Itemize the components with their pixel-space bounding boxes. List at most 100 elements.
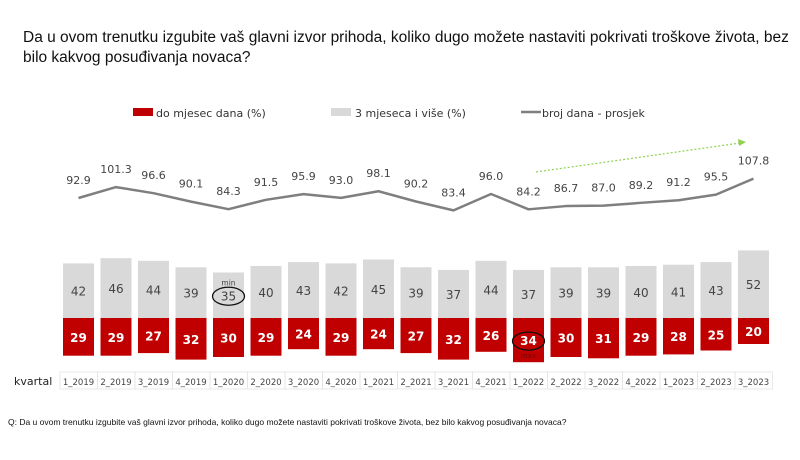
bar-label-gray: 39 [183, 287, 198, 301]
chart-title: Da u ovom trenutku izgubite vaš glavni i… [23, 29, 789, 66]
max-annotation-circle [511, 331, 546, 351]
line-point-label: 98.1 [366, 167, 391, 180]
bar-do-mjesec [325, 318, 357, 356]
bar-label-red: 28 [670, 330, 687, 344]
bar-label-red: 32 [183, 333, 200, 347]
bar-3-mjeseca [63, 263, 94, 318]
x-tick-label: 1_2021 [363, 378, 394, 388]
x-tick-label: 2_2023 [700, 378, 731, 388]
x-tick-label: 4_2020 [325, 378, 356, 388]
bar-do-mjesec [700, 318, 732, 351]
x-tick-label: 2_2022 [550, 378, 581, 388]
line-point-label: 93.0 [329, 174, 354, 187]
bar-do-mjesec [475, 318, 507, 352]
bar-3-mjeseca [138, 260, 169, 318]
line-point-label: 86.7 [554, 182, 579, 195]
bar-label-gray: 39 [596, 287, 611, 301]
line-point-label: 101.3 [100, 163, 132, 176]
bar-label-gray: 45 [371, 283, 386, 297]
bars: 42 29 46 29 44 27 39 32 35 30 40 29 43 24 42 29 45 24 39 27… [63, 250, 769, 363]
bar-do-mjesec [250, 318, 282, 356]
bar-label-gray: 44 [146, 283, 161, 297]
bar-label-gray: 37 [521, 288, 536, 302]
x-tick-cell [734, 371, 773, 390]
bar-3-mjeseca [100, 258, 132, 318]
line-point-label: 92.9 [66, 174, 91, 187]
x-tick-label: 1_2023 [663, 378, 694, 388]
bar-do-mjesec [213, 318, 244, 357]
bar-do-mjesec [663, 318, 694, 355]
bar-3-mjeseca [400, 267, 432, 318]
bar-label-gray: 35 [221, 289, 236, 303]
bar-label-gray: 43 [708, 284, 723, 298]
legend-label-red: do mjesec dana (%) [156, 107, 266, 120]
line-point-label: 90.2 [404, 178, 429, 191]
x-tick-label: 4_2022 [625, 378, 656, 388]
bar-label-gray: 41 [671, 285, 686, 299]
bar-3-mjeseca [663, 264, 694, 318]
bar-do-mjesec [625, 318, 657, 356]
x-tick-label: 2_2019 [100, 378, 131, 388]
bar-do-mjesec [588, 318, 619, 359]
line-point-label: 89.2 [629, 179, 654, 192]
bar-3-mjeseca [438, 269, 469, 318]
min-annotation-label: min [221, 278, 235, 287]
line-point-label: 84.3 [216, 185, 241, 198]
bar-label-red: 30 [220, 332, 237, 346]
trend-arrow [535, 139, 746, 173]
bar-do-mjesec [288, 318, 319, 350]
bar-label-red: 29 [333, 331, 350, 345]
bar-label-gray: 46 [108, 282, 123, 296]
x-tick-label: 1_2020 [213, 378, 244, 388]
bar-label-gray: 42 [333, 285, 348, 299]
line-point-label: 84.2 [516, 185, 541, 198]
bar-label-gray: 52 [746, 278, 761, 292]
legend-label-gray: 3 mjeseca i više (%) [355, 107, 466, 120]
line-point-label: 83.4 [441, 186, 466, 199]
bar-label-red: 26 [483, 329, 500, 343]
bar-label-gray: 39 [558, 287, 573, 301]
bar-do-mjesec [138, 318, 169, 354]
bar-3-mjeseca [250, 266, 282, 318]
line-point-label: 96.6 [141, 169, 166, 182]
line-point-label: 87.0 [591, 182, 616, 195]
line-point-label: 96.0 [479, 170, 504, 183]
line-point-label: 90.1 [179, 178, 204, 191]
bar-label-gray: 40 [258, 286, 273, 300]
x-tick-label: 1_2019 [63, 378, 94, 388]
line-point-label: 91.2 [666, 176, 691, 189]
bar-label-red: 29 [70, 331, 87, 345]
footnote: Q: Da u ovom trenutku izgubite vaš glavn… [8, 417, 567, 427]
bar-label-red: 30 [558, 332, 575, 346]
line-series: 92.9 101.3 96.6 90.1 84.3 91.5 95.9 93.0 98.1 90.… [66, 155, 769, 212]
bar-3-mjeseca [325, 263, 357, 318]
bar-label-red: 29 [258, 331, 275, 345]
bar-label-red: 34 [520, 334, 537, 348]
bar-3-mjeseca [625, 266, 657, 318]
bar-label-red: 27 [145, 330, 162, 344]
x-tick-label: 2_2021 [400, 378, 431, 388]
bar-label-gray: 40 [633, 286, 648, 300]
legend-swatch-red [133, 108, 153, 116]
bar-3-mjeseca [513, 269, 544, 318]
line-point-label: 95.9 [291, 170, 316, 183]
bar-label-gray: 39 [408, 287, 423, 301]
bar-do-mjesec [100, 318, 132, 356]
bar-3-mjeseca [475, 260, 507, 318]
legend: do mjesec dana (%) 3 mjeseca i više (%) … [133, 107, 645, 120]
x-tick-label: 3_2020 [288, 378, 319, 388]
x-tick-label: 3_2019 [138, 378, 169, 388]
bar-label-red: 32 [445, 333, 462, 347]
bar-label-red: 25 [708, 328, 725, 342]
bar-do-mjesec [363, 318, 394, 350]
bar-do-mjesec [738, 318, 769, 344]
line-broj-dana [78, 177, 754, 212]
bar-do-mjesec [438, 318, 469, 360]
x-tick-label: 4_2021 [475, 378, 506, 388]
x-tick-label: 4_2019 [175, 378, 206, 388]
bar-3-mjeseca [213, 272, 244, 318]
bar-label-red: 24 [370, 328, 387, 342]
x-axis: kvartal 1_2019 2_2019 3_2019 4_2019 1_2020 2_… [14, 371, 773, 390]
bar-do-mjesec [400, 318, 432, 354]
bar-label-red: 29 [108, 331, 125, 345]
